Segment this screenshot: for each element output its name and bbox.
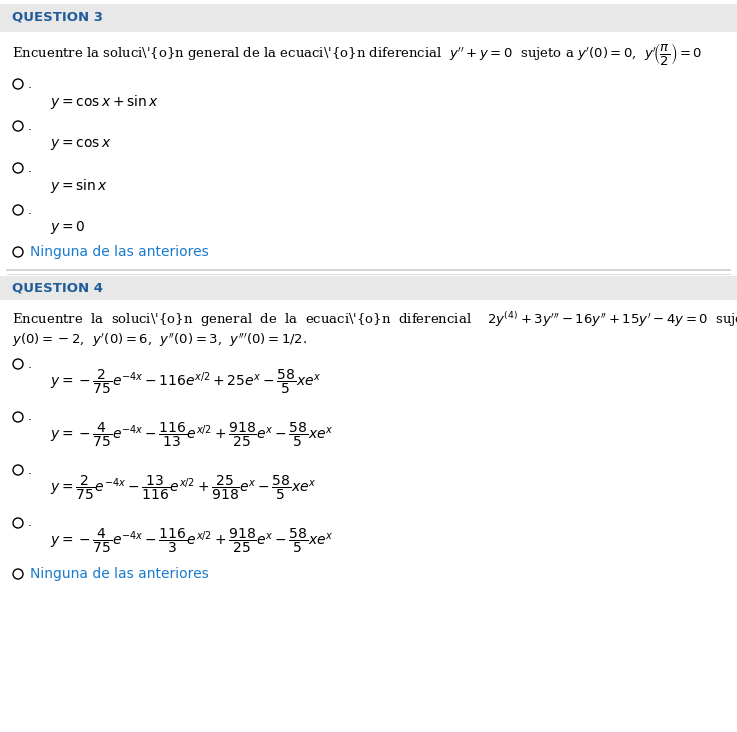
Text: $y=\sin x$: $y=\sin x$ bbox=[50, 177, 108, 195]
Text: .: . bbox=[28, 517, 32, 529]
Text: $y=0$: $y=0$ bbox=[50, 220, 85, 236]
FancyBboxPatch shape bbox=[0, 4, 737, 32]
Text: .: . bbox=[28, 203, 32, 217]
Text: $y=\cos x+\sin x$: $y=\cos x+\sin x$ bbox=[50, 93, 159, 111]
Text: .: . bbox=[28, 119, 32, 132]
Text: $y=-\dfrac{4}{75}e^{-4x}-\dfrac{116}{13}e^{x/2}+\dfrac{918}{25}e^{x}-\dfrac{58}{: $y=-\dfrac{4}{75}e^{-4x}-\dfrac{116}{13}… bbox=[50, 421, 334, 449]
Text: Encuentre la soluci\'{o}n general de la ecuaci\'{o}n diferencial  $y''+y=0$  suj: Encuentre la soluci\'{o}n general de la … bbox=[12, 41, 702, 67]
Text: $y=\cos x$: $y=\cos x$ bbox=[50, 136, 111, 152]
Text: QUESTION 3: QUESTION 3 bbox=[12, 10, 103, 23]
Text: .: . bbox=[28, 78, 32, 91]
Text: $y(0)=-2$,  $y'(0)=6$,  $y''(0)=3$,  $y'''(0)=1/2$.: $y(0)=-2$, $y'(0)=6$, $y''(0)=3$, $y'''(… bbox=[12, 332, 307, 348]
Text: .: . bbox=[28, 162, 32, 174]
Text: Encuentre  la  soluci\'{o}n  general  de  la  ecuaci\'{o}n  diferencial    $2y^{: Encuentre la soluci\'{o}n general de la … bbox=[12, 310, 737, 329]
Text: Ninguna de las anteriores: Ninguna de las anteriores bbox=[30, 567, 209, 581]
Text: QUESTION 4: QUESTION 4 bbox=[12, 282, 103, 294]
Text: .: . bbox=[28, 463, 32, 477]
Text: .: . bbox=[28, 411, 32, 424]
Text: $y=\dfrac{2}{75}e^{-4x}-\dfrac{13}{116}e^{x/2}+\dfrac{25}{918}e^{x}-\dfrac{58}{5: $y=\dfrac{2}{75}e^{-4x}-\dfrac{13}{116}e… bbox=[50, 474, 317, 502]
Text: $y=-\dfrac{4}{75}e^{-4x}-\dfrac{116}{3}e^{x/2}+\dfrac{918}{25}e^{x}-\dfrac{58}{5: $y=-\dfrac{4}{75}e^{-4x}-\dfrac{116}{3}e… bbox=[50, 527, 334, 555]
Text: Ninguna de las anteriores: Ninguna de las anteriores bbox=[30, 245, 209, 259]
Text: .: . bbox=[28, 357, 32, 370]
Text: $y=-\dfrac{2}{75}e^{-4x}-116e^{x/2}+25e^{x}-\dfrac{58}{5}xe^{x}$: $y=-\dfrac{2}{75}e^{-4x}-116e^{x/2}+25e^… bbox=[50, 367, 321, 396]
FancyBboxPatch shape bbox=[0, 276, 737, 300]
